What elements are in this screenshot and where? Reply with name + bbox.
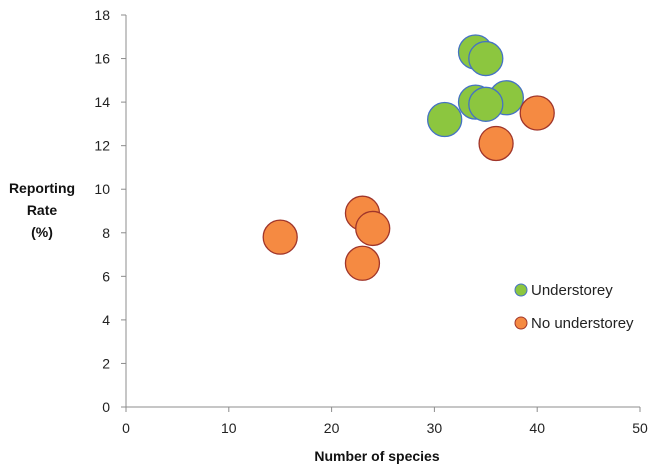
x-tick-label: 50 [632, 420, 648, 436]
y-axis-title-line: Rate [27, 202, 58, 218]
x-tick-label: 40 [529, 420, 545, 436]
y-tick-label: 10 [94, 181, 110, 197]
y-tick-label: 14 [94, 94, 110, 110]
y-tick-label: 18 [94, 7, 110, 23]
series-0 [427, 34, 525, 138]
legend-label: No understorey [531, 315, 634, 332]
x-tick-label: 20 [324, 420, 340, 436]
y-tick-label: 0 [102, 399, 110, 415]
axes: 0 2 4 6 8 10 12 14 16 18 0 10 20 30 40 50 [94, 7, 648, 436]
data-point [519, 95, 555, 131]
legend-label: Understorey [531, 282, 613, 299]
y-axis-title: Reporting Rate (%) [9, 180, 75, 240]
data-point [344, 245, 381, 281]
x-axis-title: Number of species [314, 448, 439, 464]
data-point [427, 101, 463, 138]
y-tick-label: 2 [102, 355, 110, 371]
data-point [468, 40, 504, 77]
legend-marker [514, 283, 528, 297]
y-tick-label: 12 [94, 138, 110, 154]
legend-marker [514, 316, 528, 330]
x-tick-label: 0 [122, 420, 130, 436]
x-tick-label: 10 [221, 420, 237, 436]
y-axis-title-line: Reporting [9, 180, 75, 196]
data-point [262, 219, 298, 255]
x-tick-label: 30 [427, 420, 443, 436]
y-tick-label: 4 [102, 312, 110, 328]
y-tick-label: 6 [102, 268, 110, 284]
y-tick-label: 8 [102, 225, 110, 241]
data-point [355, 210, 391, 247]
legend: Understorey No understorey [514, 282, 634, 332]
data-point [468, 86, 504, 122]
data-points [262, 34, 555, 281]
y-tick-label: 16 [94, 51, 110, 67]
y-axis-title-line: (%) [31, 224, 53, 240]
series-1 [262, 95, 555, 281]
data-point [478, 125, 514, 162]
